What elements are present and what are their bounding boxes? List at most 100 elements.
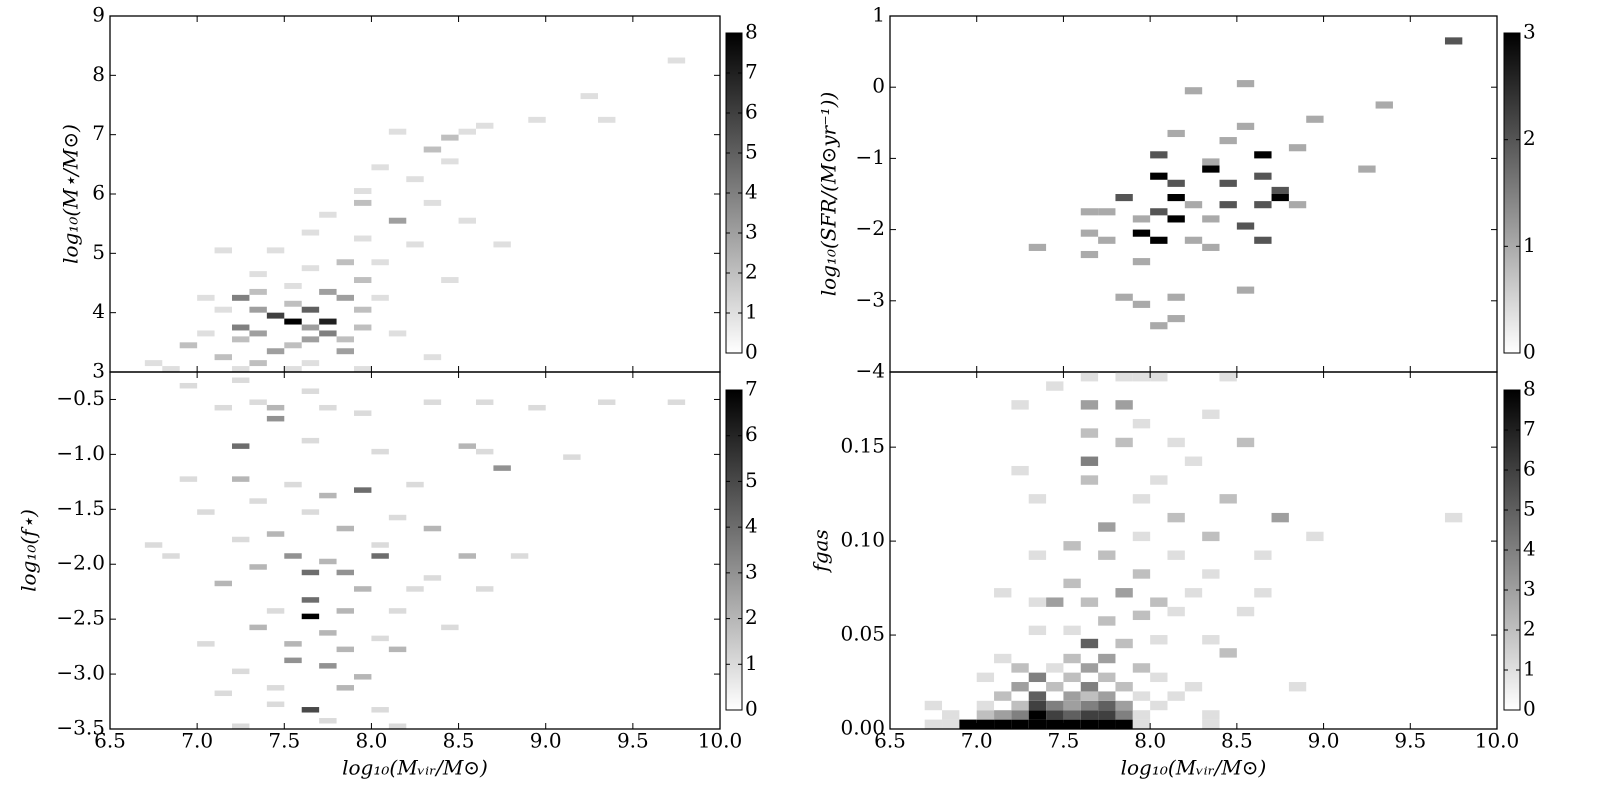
- hist-cell: [1202, 409, 1220, 419]
- hist-cell: [1236, 437, 1255, 448]
- hist-cell: [1132, 215, 1151, 223]
- hist-cell: [319, 330, 337, 337]
- hist-cell: [994, 719, 1012, 729]
- hist-cell: [1236, 222, 1255, 230]
- hist-cell: [1150, 597, 1168, 607]
- hist-cell: [476, 448, 494, 455]
- hist-cell: [1167, 691, 1185, 701]
- hist-cell: [249, 330, 267, 337]
- hist-cell: [214, 580, 232, 587]
- hist-cell: [354, 366, 372, 372]
- hist-cell: [336, 685, 354, 691]
- hist-cell: [1150, 672, 1168, 683]
- hist-cell: [214, 306, 232, 313]
- hist-cell: [319, 718, 337, 724]
- hist-cell: [319, 318, 337, 325]
- y-tick-label: 0.15: [840, 434, 885, 458]
- hist-cell: [162, 553, 180, 559]
- hist-cell: [1080, 475, 1099, 485]
- hist-cell: [249, 399, 267, 405]
- hist-cell: [319, 211, 337, 218]
- hist-cell: [406, 176, 424, 183]
- hist-cell: [388, 514, 407, 521]
- hist-cell: [1236, 286, 1255, 294]
- colorbar-tick-label: 7: [745, 377, 758, 401]
- hist-cell: [284, 481, 302, 488]
- hist-cell: [301, 324, 320, 331]
- hist-cell: [1288, 144, 1307, 152]
- hist-cell: [354, 188, 372, 194]
- hist-cell: [249, 360, 267, 367]
- cells: [924, 372, 1463, 729]
- hist-cell: [1184, 456, 1203, 466]
- hist-cell: [1080, 710, 1099, 720]
- y-axis-label: log₁₀(M⋆/M⊙): [59, 124, 83, 264]
- hist-cell: [1202, 215, 1220, 223]
- hist-cell: [266, 685, 285, 691]
- hist-cell: [354, 487, 372, 493]
- hist-cell: [179, 342, 198, 349]
- hist-cell: [354, 277, 372, 283]
- hist-cell: [1063, 719, 1081, 729]
- y-tick-label: 5: [92, 240, 105, 264]
- colorbar-tick-label: 2: [1523, 126, 1536, 150]
- hist-cell: [1184, 682, 1203, 692]
- hist-cell: [1115, 588, 1133, 598]
- hist-cell: [493, 241, 511, 248]
- hist-cell: [1063, 710, 1081, 720]
- x-tick-label: 9.0: [1308, 729, 1340, 753]
- colorbar-tick-label: 8: [745, 20, 758, 44]
- hist-cell: [1254, 550, 1272, 560]
- hist-cell: [667, 57, 686, 64]
- hist-cell: [1167, 293, 1185, 301]
- hist-cell: [476, 122, 494, 129]
- hist-cell: [1011, 400, 1029, 410]
- x-tick-label: 9.5: [617, 729, 649, 753]
- hist-cell: [301, 509, 320, 515]
- x-tick-label: 8.5: [1221, 729, 1253, 753]
- hist-cell: [354, 199, 372, 206]
- hist-cell: [1098, 710, 1116, 720]
- hist-cell: [458, 553, 476, 559]
- hist-cell: [1115, 293, 1133, 301]
- colorbar-tick-label: 3: [745, 220, 758, 244]
- cells: [144, 57, 686, 372]
- hist-cell: [1098, 653, 1116, 664]
- hist-cell: [249, 624, 267, 631]
- hist-cell: [1011, 700, 1029, 711]
- hist-cell: [301, 336, 320, 343]
- colorbar-tick-label: 8: [1523, 377, 1536, 401]
- hist-cell: [354, 586, 372, 592]
- hist-cell: [994, 653, 1012, 664]
- hist-cell: [1028, 625, 1047, 636]
- hist-cell: [1132, 258, 1151, 266]
- hist-cell: [1063, 653, 1081, 664]
- hist-cell: [284, 318, 302, 325]
- hist-cell: [1219, 648, 1237, 658]
- hist-cell: [1115, 194, 1133, 202]
- hist-cell: [249, 498, 267, 504]
- hist-cell: [1028, 691, 1047, 701]
- hist-cell: [319, 558, 337, 565]
- hist-cell: [197, 330, 215, 337]
- cells: [1028, 37, 1463, 330]
- hist-cell: [1080, 682, 1099, 692]
- y-tick-label: 6: [92, 181, 105, 205]
- hist-cell: [371, 259, 389, 266]
- hist-cell: [1150, 172, 1168, 180]
- colorbar-tick-label: 0: [1523, 697, 1536, 721]
- x-tick-label: 6.5: [874, 729, 906, 753]
- hist-cell: [1115, 437, 1133, 448]
- hist-cell: [197, 509, 215, 515]
- hist-cell: [1132, 229, 1151, 237]
- axes-frame: [889, 15, 1498, 373]
- hist-cell: [1254, 151, 1272, 159]
- hist-cell: [1063, 672, 1081, 683]
- colorbar-tick-label: 4: [745, 514, 758, 538]
- hist-cell: [232, 443, 250, 449]
- hist-cell: [1028, 719, 1047, 729]
- y-axis-label: log₁₀(SFR/(M⊙yr⁻¹)): [817, 92, 841, 297]
- hist-cell: [1080, 208, 1099, 216]
- hist-cell: [441, 277, 459, 283]
